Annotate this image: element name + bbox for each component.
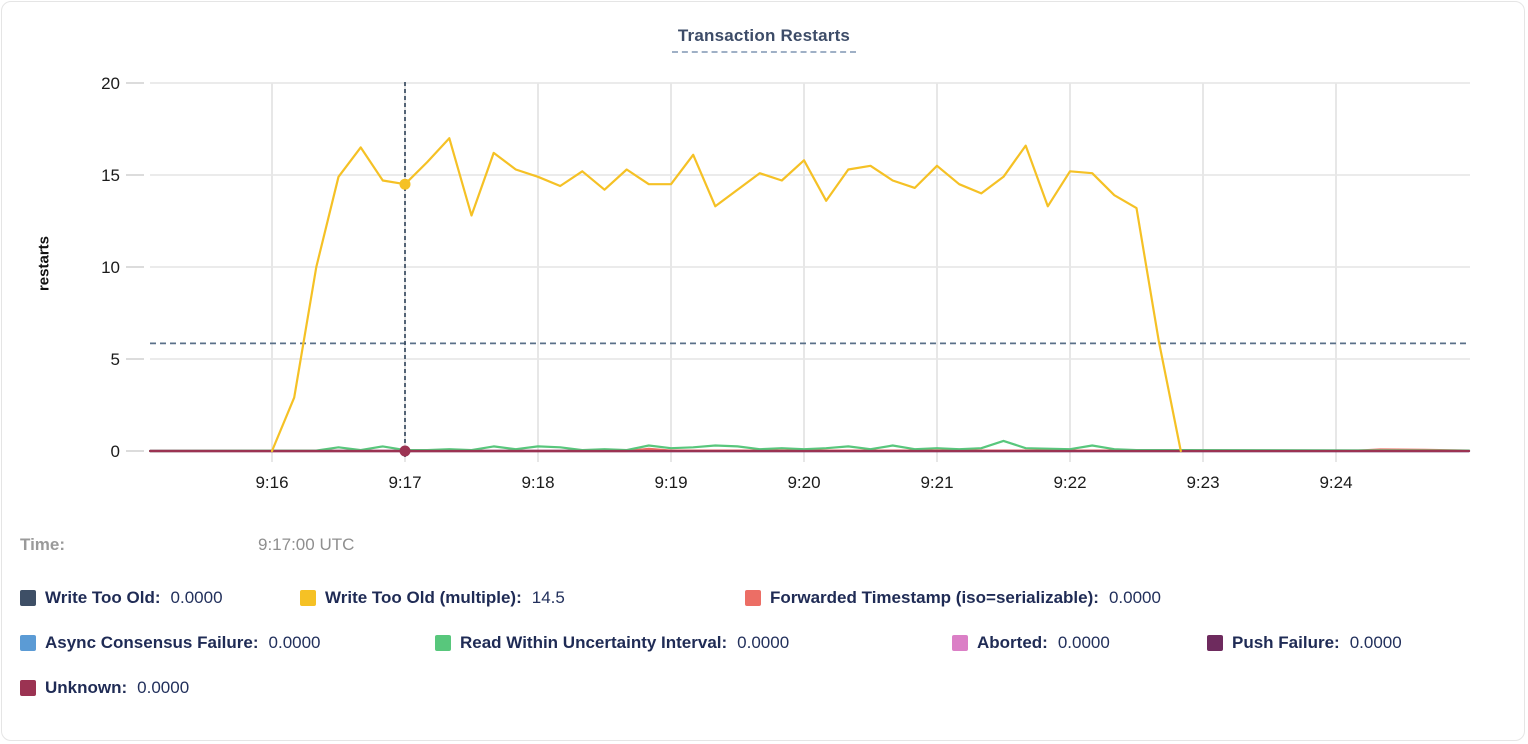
legend-item: Forwarded Timestamp (iso=serializable): 0…	[745, 588, 1161, 608]
x-tick-label: 9:23	[1186, 473, 1219, 492]
legend-value: 0.0000	[1108, 588, 1161, 607]
legend-item: Write Too Old (multiple): 14.5	[300, 588, 565, 608]
x-tick-label: 9:20	[787, 473, 820, 492]
tooltip-time-row: Time: 9:17:00 UTC	[0, 535, 1528, 561]
y-tick-label: 20	[101, 74, 120, 93]
legend-value: 0.0000	[268, 633, 321, 652]
highlight-dot	[399, 445, 411, 457]
legend-row-3: Unknown: 0.0000	[0, 678, 1528, 708]
legend-value: 14.5	[531, 588, 565, 607]
y-tick-label: 0	[111, 442, 120, 461]
x-tick-label: 9:17	[388, 473, 421, 492]
x-tick-label: 9:19	[654, 473, 687, 492]
legend-label: Aborted:	[977, 633, 1048, 652]
legend-label: Read Within Uncertainty Interval:	[460, 633, 728, 652]
legend-item: Push Failure: 0.0000	[1207, 633, 1402, 653]
legend-value: 0.0000	[170, 588, 223, 607]
transaction-restarts-chart[interactable]: 0 5 10 15 20 9:16 9:17 9:18 9:19 9:20 9:21 9:22 9:23…	[0, 0, 1528, 520]
series-line-read-within-uncertainty-interval	[149, 439, 1471, 453]
legend-row-2: Async Consensus Failure: 0.0000 Read Withi…	[0, 633, 1528, 663]
x-tick-label: 9:24	[1319, 473, 1352, 492]
y-tick-label: 15	[101, 166, 120, 185]
legend-swatch	[20, 590, 36, 606]
chart-title-text[interactable]: Transaction Restarts	[671, 26, 857, 53]
time-value: 9:17:00 UTC	[258, 535, 355, 554]
legend-label: Push Failure:	[1232, 633, 1340, 652]
x-tick-label: 9:16	[255, 473, 288, 492]
legend-label: Unknown:	[45, 678, 128, 697]
time-label: Time:	[20, 535, 66, 554]
legend-swatch	[20, 680, 36, 696]
legend-row-1: Write Too Old: 0.0000 Write Too Old (multi…	[0, 588, 1528, 618]
legend-swatch	[1207, 635, 1223, 651]
legend-item: Aborted: 0.0000	[952, 633, 1110, 653]
y-tick-label: 10	[101, 258, 120, 277]
x-tick-label: 9:22	[1053, 473, 1086, 492]
legend-value: 0.0000	[737, 633, 790, 652]
series-line-write-too-old-multiple-	[270, 137, 1182, 453]
legend-label: Write Too Old (multiple):	[325, 588, 522, 607]
legend-value: 0.0000	[1057, 633, 1110, 652]
legend-swatch	[300, 590, 316, 606]
legend-label: Forwarded Timestamp (iso=serializable):	[770, 588, 1099, 607]
legend-swatch	[952, 635, 968, 651]
legend-swatch	[435, 635, 451, 651]
legend-swatch	[20, 635, 36, 651]
x-tick-label: 9:21	[920, 473, 953, 492]
legend-item: Async Consensus Failure: 0.0000	[20, 633, 321, 653]
legend-swatch	[745, 590, 761, 606]
legend-value: 0.0000	[1349, 633, 1402, 652]
legend-item: Unknown: 0.0000	[20, 678, 189, 698]
legend-item: Write Too Old: 0.0000	[20, 588, 223, 608]
chart-title[interactable]: Transaction Restarts	[0, 26, 1528, 53]
x-tick-label: 9:18	[521, 473, 554, 492]
legend-value: 0.0000	[137, 678, 190, 697]
highlight-dot	[399, 178, 411, 190]
legend-label: Write Too Old:	[45, 588, 161, 607]
y-tick-label: 5	[111, 350, 120, 369]
legend-label: Async Consensus Failure:	[45, 633, 259, 652]
legend-item: Read Within Uncertainty Interval: 0.0000	[435, 633, 789, 653]
